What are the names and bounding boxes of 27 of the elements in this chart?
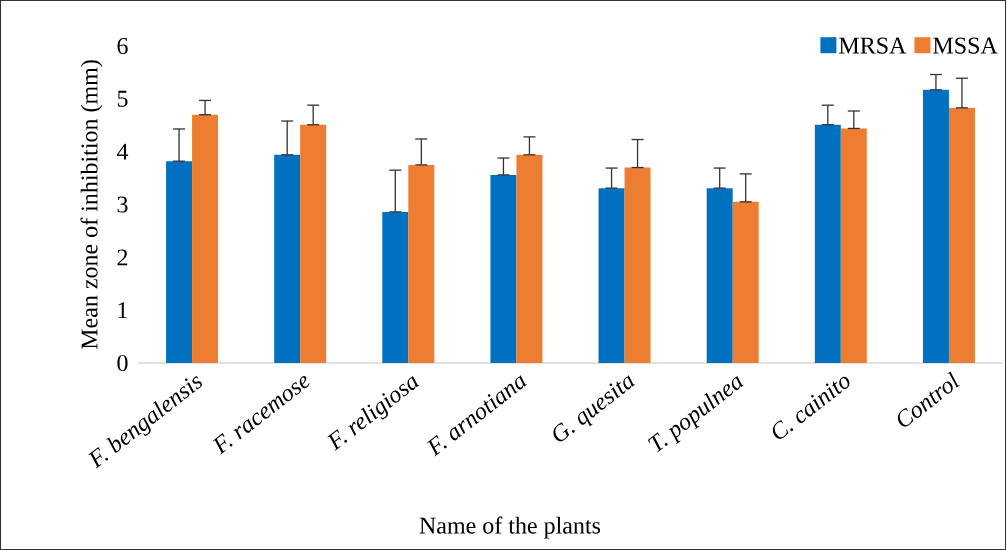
bar — [706, 188, 733, 363]
bar — [516, 154, 543, 363]
bar — [490, 174, 517, 363]
x-axis-title: Name of the plants — [419, 516, 601, 539]
bar — [192, 114, 219, 363]
bar — [732, 201, 759, 363]
y-tick-label: 2 — [117, 249, 128, 266]
y-tick-label: 6 — [117, 37, 128, 55]
legend-label: MRSA — [839, 37, 907, 54]
y-tick-label: 1 — [118, 302, 128, 319]
y-tick-label: 4 — [116, 143, 129, 160]
bar — [814, 124, 841, 363]
legend-label: MSSA — [933, 37, 998, 54]
bar — [922, 89, 949, 363]
bar — [382, 211, 409, 363]
bar — [408, 164, 435, 363]
bar — [624, 167, 651, 363]
bar — [948, 107, 975, 363]
y-tick-label: 3 — [117, 196, 128, 213]
y-tick-label: 5 — [117, 90, 128, 107]
y-axis-title: Mean zone of inhibition (mm) — [80, 60, 103, 350]
bar — [840, 128, 867, 363]
bar — [166, 161, 193, 363]
bar — [274, 154, 301, 363]
bar — [598, 188, 625, 363]
y-tick-label: 0 — [117, 354, 128, 372]
bar — [300, 124, 327, 363]
